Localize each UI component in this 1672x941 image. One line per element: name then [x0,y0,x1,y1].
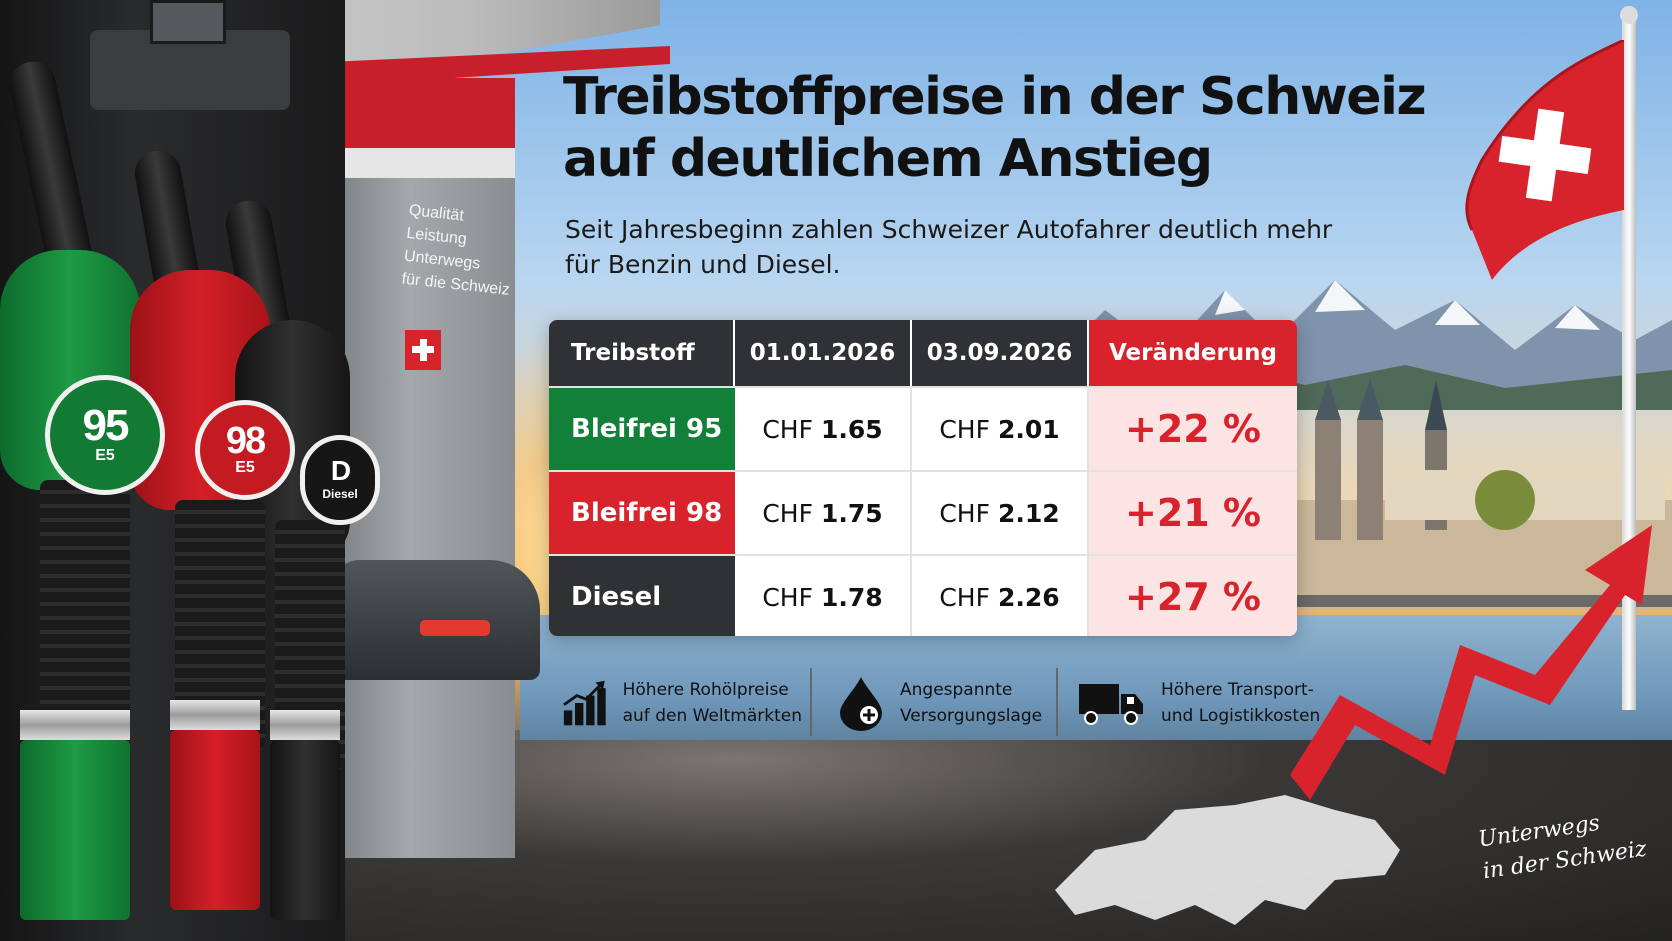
nozzle-collar [20,710,130,740]
grade-number: 95 [82,401,130,450]
rising-bar-chart-icon [563,680,606,726]
price-value: 1.65 [820,414,883,444]
price-start: CHF 1.65 [735,388,912,470]
table-row: Diesel CHF 1.78 CHF 2.26 +27 % [549,554,1297,636]
grade-number: 98 [225,420,266,462]
pylon-red-top [340,78,515,148]
factor-line-2: Versorgungslage [900,706,1043,726]
nozzle-grip [40,480,130,730]
factor-text: Angespannte Versorgungslage [900,677,1042,729]
price-value: 2.12 [997,498,1060,528]
subtitle-line-1: Seit Jahresbeginn zahlen Schweizer Autof… [565,215,1333,244]
grade-sub: E5 [95,447,115,464]
divider [810,668,812,736]
price-value: 2.01 [997,414,1060,444]
grade-badge-diesel: D Diesel [300,435,380,525]
table-row: Bleifrei 98 CHF 1.75 CHF 2.12 +21 % [549,470,1297,554]
car-tail-light [420,620,490,636]
headline: Treibstoffpreise in der Schweiz auf deut… [563,66,1563,190]
grade-sub: E5 [235,459,255,476]
fuel-name: Diesel [549,556,735,636]
header-change: Veränderung [1089,320,1297,386]
factor-crude-oil: Höhere Rohölpreise auf den Weltmärkten [562,668,802,738]
subtitle-line-2: für Benzin und Diesel. [565,250,841,279]
price-end: CHF 2.01 [912,388,1089,470]
station-sign-text: Qualität Leistung Unterwegs für die Schw… [401,199,530,303]
factor-transport: Höhere Transport- und Logistikkosten [1077,668,1327,738]
price-start: CHF 1.78 [735,556,912,636]
nozzle-sleeve [20,740,130,920]
switzerland-map-icon [1055,795,1400,925]
price-start: CHF 1.75 [735,472,912,554]
factor-text: Höhere Transport- und Logistikkosten [1161,677,1320,729]
header-date-start: 01.01.2026 [735,320,912,386]
currency: CHF [762,414,813,444]
price-value: 1.75 [820,498,883,528]
price-change: +22 % [1089,388,1297,470]
factor-line-1: Höhere Rohölpreise [622,680,789,700]
grade-badge-98: 98 E5 [195,400,295,500]
divider [1056,668,1058,736]
header-date-end: 03.09.2026 [912,320,1089,386]
flagpole-finial [1620,6,1638,24]
rising-arrow-icon [1290,525,1652,800]
price-value: 2.26 [997,582,1060,612]
grade-badge-95: 95 E5 [45,375,165,495]
fuel-name: Bleifrei 95 [549,388,735,470]
nozzle-sleeve [270,740,340,920]
pump-display [150,0,226,44]
nozzle-sleeve [170,730,260,910]
price-change: +27 % [1089,556,1297,636]
price-end: CHF 2.12 [912,472,1089,554]
currency: CHF [762,498,813,528]
fuel-price-table: Treibstoff 01.01.2026 03.09.2026 Verände… [549,320,1297,636]
factor-line-2: auf den Weltmärkten [622,706,802,726]
price-end: CHF 2.26 [912,556,1089,636]
table-header-row: Treibstoff 01.01.2026 03.09.2026 Verände… [549,320,1297,386]
factor-line-2: und Logistikkosten [1161,706,1321,726]
swiss-cross-icon [405,330,441,370]
table-row: Bleifrei 95 CHF 1.65 CHF 2.01 +22 % [549,386,1297,470]
headline-line-2: auf deutlichem Anstieg [563,129,1213,189]
old-town-skyline [1295,378,1672,610]
asphalt-ground [330,740,1672,941]
subtitle: Seit Jahresbeginn zahlen Schweizer Autof… [565,212,1465,282]
pylon-band [340,148,515,178]
flagpole [1622,10,1636,710]
factor-line-1: Angespannte [900,680,1013,700]
factor-supply: Angespannte Versorgungslage [838,668,1053,738]
grade-sub: Diesel [322,487,358,501]
currency: CHF [939,498,990,528]
fuel-name: Bleifrei 98 [549,472,735,554]
header-fuel: Treibstoff [549,320,735,386]
oil-drop-icon [840,677,882,731]
price-change: +21 % [1089,472,1297,554]
grade-number: D [330,455,351,486]
factor-line-1: Höhere Transport- [1161,680,1314,700]
price-value: 1.78 [820,582,883,612]
nozzle-collar [170,700,260,730]
swiss-flag-icon [1465,40,1624,280]
currency: CHF [939,414,990,444]
headline-line-1: Treibstoffpreise in der Schweiz [563,67,1427,127]
truck-icon [1079,684,1143,725]
factor-text: Höhere Rohölpreise auf den Weltmärkten [623,677,802,729]
nozzle-collar [270,710,340,740]
currency: CHF [762,582,813,612]
currency: CHF [939,582,990,612]
